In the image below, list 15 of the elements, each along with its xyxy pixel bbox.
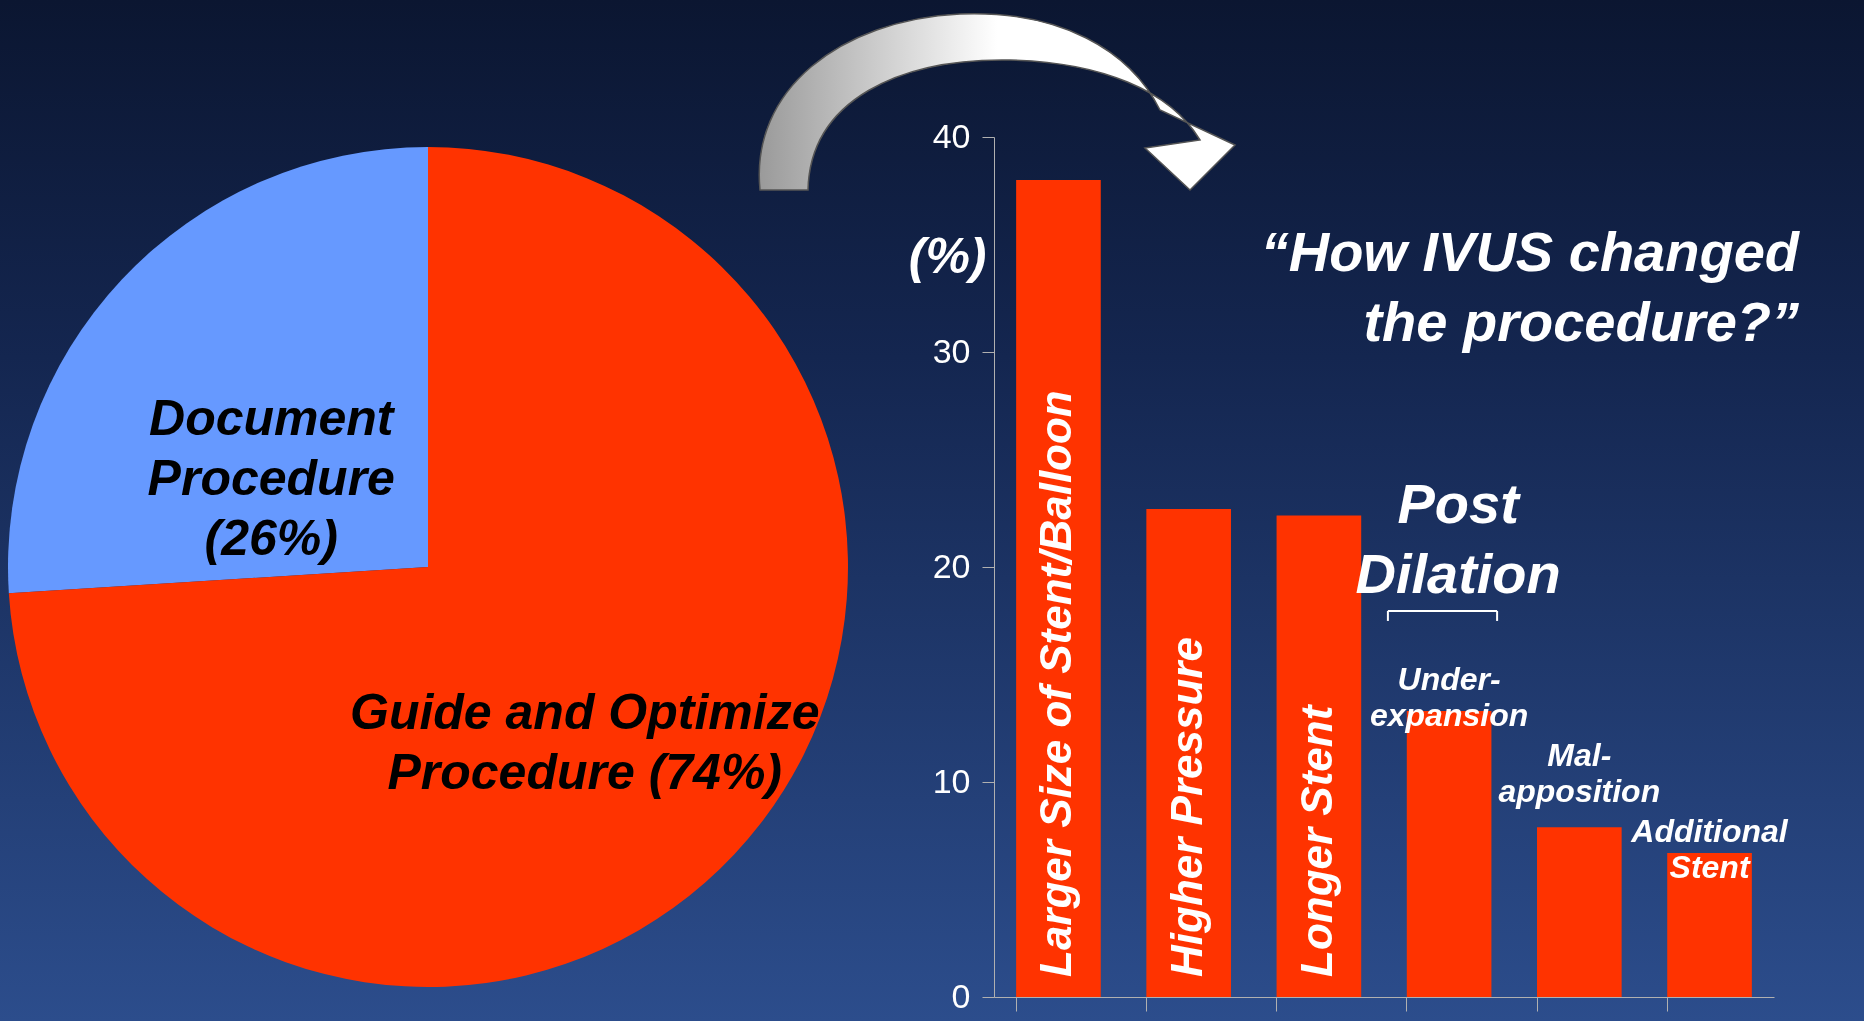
category-label: Higher Pressure: [1161, 637, 1211, 977]
text: “How IVUS changed the procedure?”: [1260, 220, 1801, 353]
category-label: Additional Stent: [1631, 812, 1788, 885]
y-tick-label: 20: [932, 546, 971, 585]
y-tick-label: 0: [951, 976, 971, 1015]
slice-label: Guide and Optimize Procedure (74%): [349, 684, 820, 801]
category-label: Longer Stent: [1291, 705, 1341, 977]
category-label: Under-expansion: [1369, 660, 1529, 733]
y-axis-title: (%): [908, 227, 987, 284]
y-tick-label: 40: [932, 116, 971, 155]
y-tick-label: 30: [932, 331, 971, 370]
category-label: Mal-apposition: [1498, 736, 1661, 809]
slice-label: Document Procedure (26%): [147, 389, 396, 566]
y-tick-label: 10: [932, 761, 971, 800]
category-label: Larger Size of Stent/Balloon: [1031, 390, 1081, 977]
